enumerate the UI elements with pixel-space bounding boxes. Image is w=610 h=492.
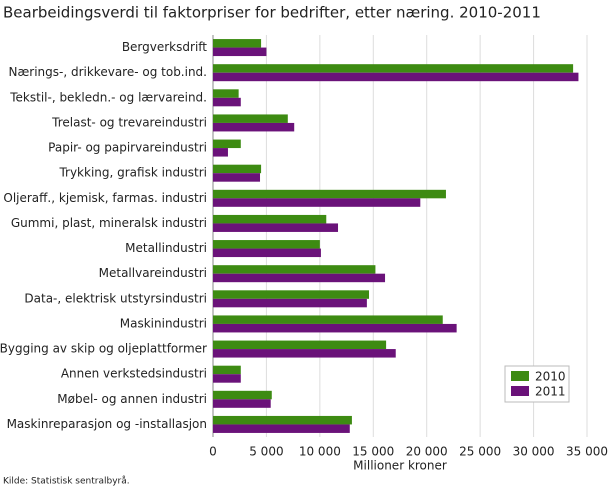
y-tick-label: Data-, elektrisk utstyrsindustri: [24, 291, 207, 305]
chart-title: Bearbeidingsverdi til faktorpriser for b…: [3, 4, 541, 22]
legend-label: 2011: [535, 385, 566, 399]
y-tick-label: Trelast- og trevareindustri: [51, 115, 207, 129]
bar: [213, 315, 443, 324]
bar: [213, 349, 396, 358]
bar: [213, 173, 261, 182]
bar: [213, 248, 321, 258]
bar: [213, 189, 446, 199]
bar: [213, 399, 271, 408]
bar: [213, 139, 241, 149]
x-tick-label: 25 000: [459, 445, 501, 459]
x-tick-label: 20 000: [406, 445, 448, 459]
bar: [213, 198, 421, 207]
bar: [213, 64, 574, 73]
y-tick-label: Trykking, grafisk industri: [58, 166, 207, 180]
legend-swatch: [511, 371, 529, 381]
bar: [213, 72, 579, 82]
legend-swatch: [511, 386, 529, 396]
bar: [213, 148, 228, 157]
bar: [213, 223, 339, 232]
bar: [213, 164, 262, 174]
bar: [213, 298, 367, 308]
y-tick-label: Oljeraff., kjemisk, farmas. industri: [3, 191, 207, 205]
x-tick-label: 0: [209, 445, 217, 459]
bar: [213, 214, 327, 224]
x-tick-label: 30 000: [513, 445, 555, 459]
y-tick-label: Nærings-, drikkevare- og tob.ind.: [9, 65, 207, 79]
bar: [213, 273, 386, 283]
bar: [213, 114, 288, 123]
bar: [213, 39, 262, 48]
bar: [213, 374, 241, 383]
bar: [213, 390, 272, 400]
bar: [213, 47, 267, 57]
bar: [213, 365, 241, 375]
x-tick-label: 35 000: [566, 445, 608, 459]
bar: [213, 290, 370, 299]
bar: [213, 265, 376, 274]
y-tick-label: Annen verkstedsindustri: [61, 367, 207, 381]
y-tick-label: Metallvareindustri: [99, 266, 207, 280]
y-tick-label: Maskinindustri: [120, 316, 207, 330]
y-tick-label: Maskinreparasjon og -installasjon: [7, 417, 207, 431]
bar: [213, 424, 350, 433]
y-tick-label: Bygging av skip og oljeplattformer: [0, 342, 207, 356]
bar: [213, 89, 239, 98]
bar: [213, 97, 241, 107]
y-tick-label: Gummi, plast, mineralsk industri: [11, 216, 207, 230]
bar: [213, 415, 352, 425]
y-tick-label: Tekstil-, bekledn.- og lærvareind.: [9, 90, 207, 104]
x-axis-title: Millioner kroner: [353, 459, 447, 473]
y-tick-label: Bergverksdrift: [122, 40, 207, 54]
y-tick-label: Papir- og papirvareindustri: [48, 141, 207, 155]
bar: [213, 122, 295, 132]
x-tick-label: 10 000: [299, 445, 341, 459]
x-tick-label: 5 000: [249, 445, 283, 459]
legend-label: 2010: [535, 370, 566, 384]
source: Kilde: Statistisk sentralbyrå.: [3, 476, 130, 487]
bar: [213, 240, 320, 249]
x-tick-label: 15 000: [352, 445, 394, 459]
y-tick-label: Møbel- og annen industri: [57, 392, 207, 406]
bar: [213, 323, 457, 333]
y-tick-label: Metallindustri: [125, 241, 207, 255]
bar: [213, 340, 387, 350]
